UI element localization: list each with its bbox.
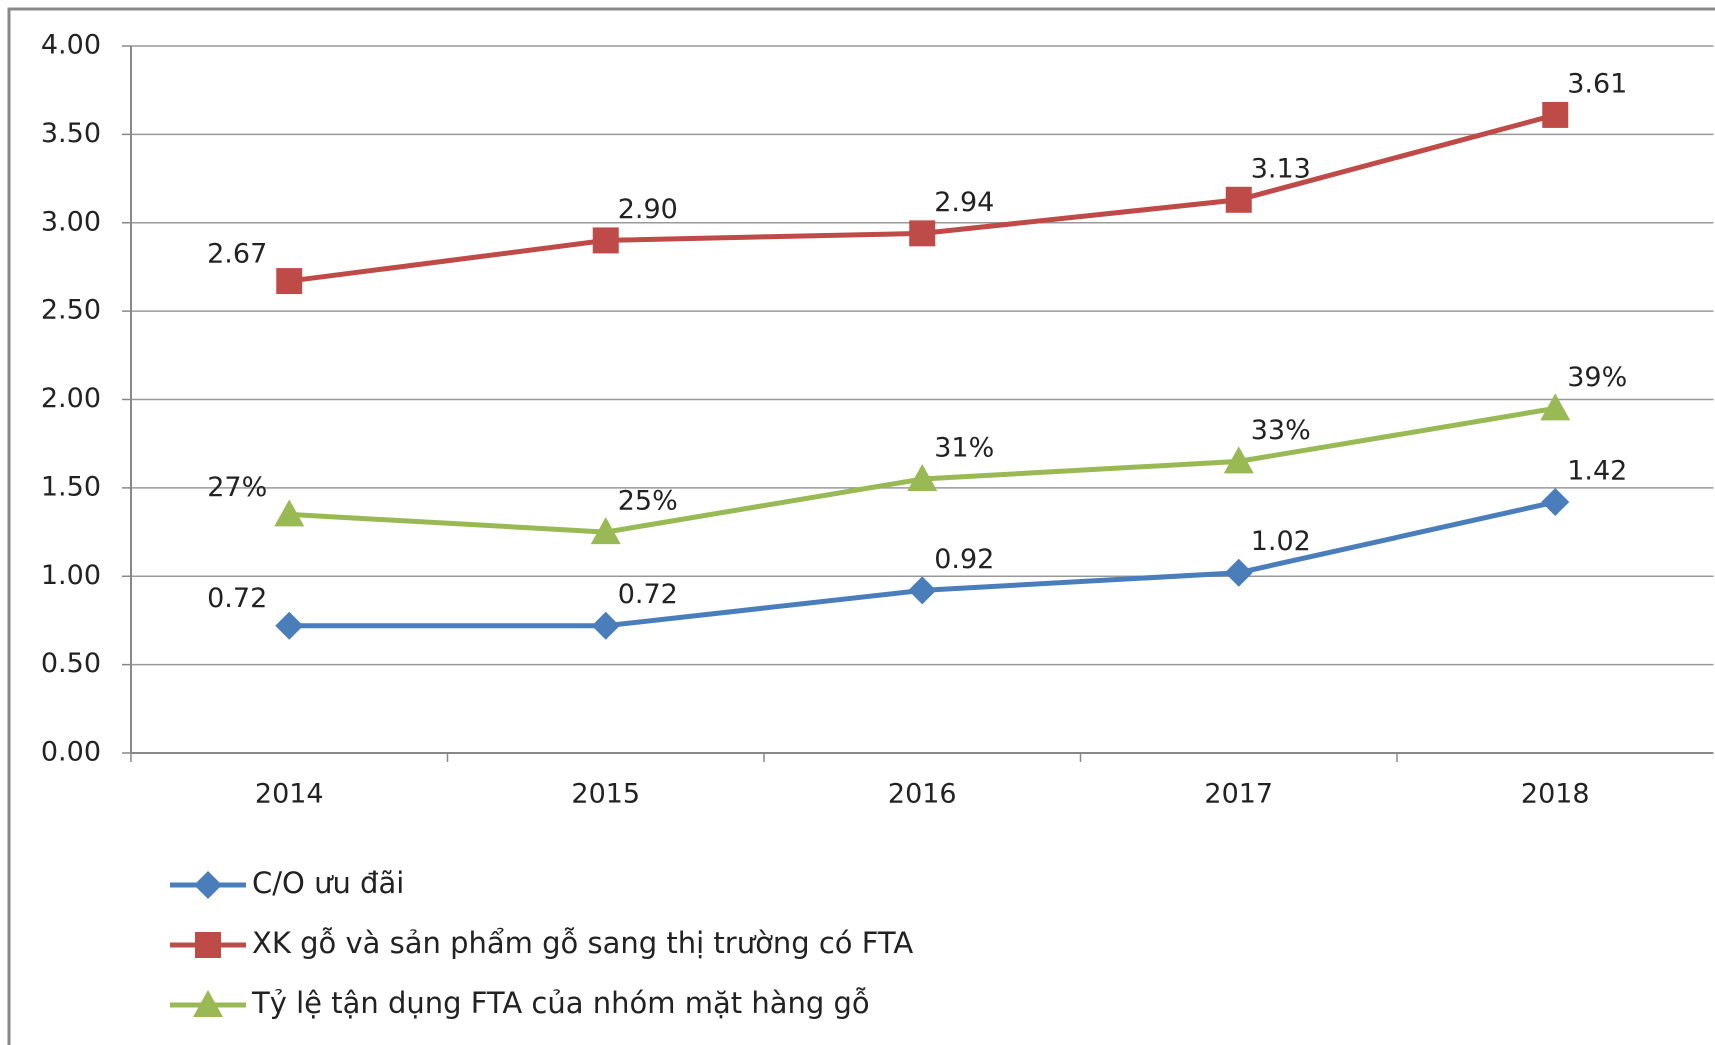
marker	[909, 220, 936, 247]
data-label: 3.61	[1567, 68, 1627, 99]
marker	[591, 611, 620, 640]
data-label: 3.13	[1251, 153, 1311, 184]
legend-label: C/O ưu đãi	[252, 866, 404, 900]
marker	[590, 517, 621, 545]
data-label: 31%	[934, 433, 994, 464]
y-tick-label: 2.00	[41, 383, 101, 414]
marker	[1542, 101, 1569, 128]
x-tick-label: 2018	[1521, 779, 1590, 810]
marker	[193, 990, 223, 1017]
data-label: 2.94	[934, 187, 994, 218]
series-line	[289, 499, 1556, 629]
data-label: 0.72	[207, 583, 267, 614]
marker	[274, 499, 305, 527]
marker	[1225, 186, 1252, 213]
y-tick-label: 0.00	[41, 737, 101, 768]
data-label: 39%	[1567, 362, 1627, 393]
y-tick-label: 4.00	[41, 30, 101, 61]
marker	[907, 464, 938, 492]
marker	[908, 576, 937, 605]
data-label: 1.42	[1567, 456, 1627, 487]
marker	[194, 871, 222, 899]
marker	[1224, 558, 1253, 587]
x-tick-label: 2017	[1204, 779, 1273, 810]
y-tick-label: 1.50	[41, 471, 101, 502]
marker	[1541, 488, 1570, 517]
data-label: 2.90	[618, 194, 678, 225]
y-tick-label: 0.50	[41, 648, 101, 679]
series-line	[288, 112, 1556, 284]
data-label: 0.72	[618, 579, 678, 610]
data-label: 1.02	[1251, 526, 1311, 557]
y-tick-label: 2.50	[41, 295, 101, 326]
data-label: 0.92	[934, 544, 994, 575]
marker	[195, 932, 221, 958]
marker	[1540, 393, 1571, 421]
y-tick-label: 1.00	[41, 560, 101, 591]
marker	[275, 611, 304, 640]
data-label: 2.67	[207, 239, 267, 270]
x-tick-label: 2016	[888, 779, 957, 810]
data-label: 33%	[1251, 415, 1311, 446]
legend-label: Tỷ lệ tận dụng FTA của nhóm mặt hàng gỗ	[251, 986, 870, 1020]
data-label: 25%	[618, 486, 678, 517]
data-label: 27%	[207, 472, 267, 503]
x-tick-label: 2015	[571, 779, 640, 810]
y-tick-label: 3.50	[41, 118, 101, 149]
frame	[7, 7, 1715, 1045]
y-tick-label: 3.00	[41, 206, 101, 237]
legend-label: XK gỗ và sản phẩm gỗ sang thị trường có …	[252, 926, 913, 960]
marker	[1223, 446, 1254, 474]
x-tick-label: 2014	[255, 779, 324, 810]
marker	[276, 268, 303, 295]
marker	[592, 227, 619, 254]
